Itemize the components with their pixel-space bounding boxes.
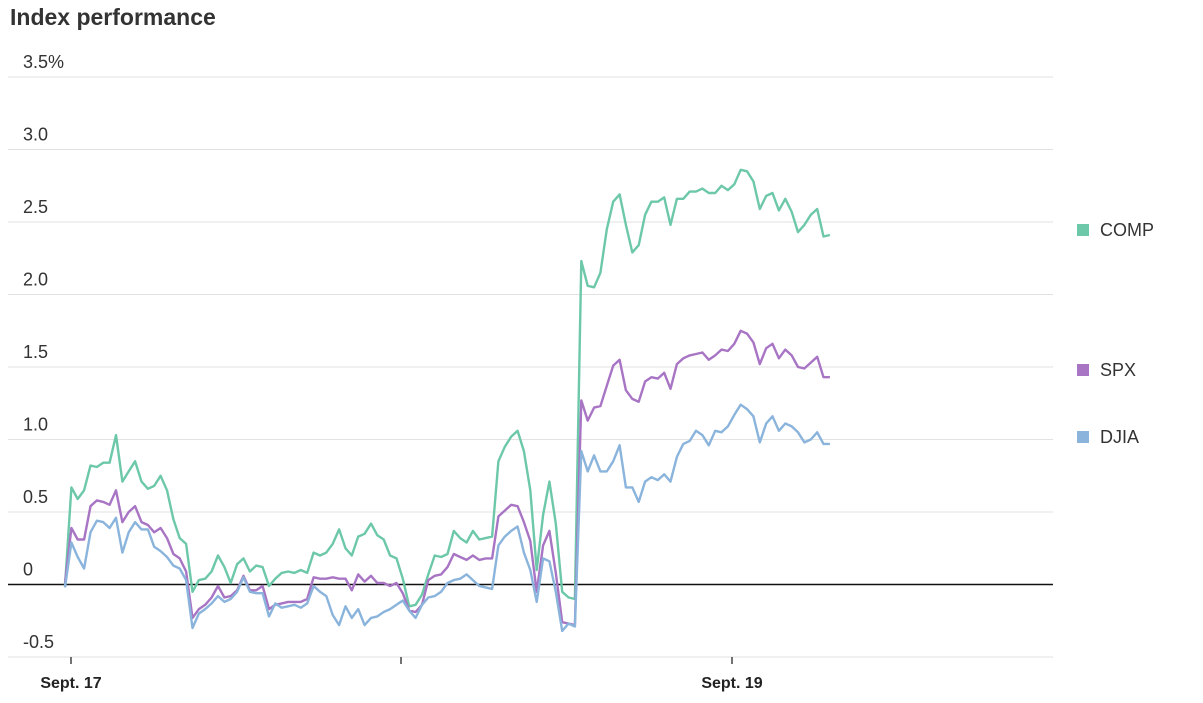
chart-title: Index performance (10, 4, 216, 30)
y-tick-label: 0 (23, 560, 33, 580)
legend-label: COMP (1100, 220, 1154, 240)
series-line-djia (63, 403, 830, 633)
legend-item-djia: DJIA (1077, 427, 1139, 447)
x-tick-label: Sept. 17 (40, 675, 101, 692)
y-tick-label: 3.0 (23, 125, 48, 145)
x-tick-label: Sept. 19 (701, 675, 762, 692)
y-tick-label: 1.0 (23, 415, 48, 435)
x-axis: Sept. 17 Sept. 19 (40, 657, 763, 692)
y-tick-label: 2.5 (23, 197, 48, 217)
y-tick-label: 2.0 (23, 270, 48, 290)
legend-label: DJIA (1100, 427, 1139, 447)
series-lines (63, 168, 831, 633)
y-tick-label: -0.5 (23, 632, 54, 652)
series-line-spx (63, 329, 830, 627)
legend-swatch (1077, 364, 1089, 376)
gridlines (8, 76, 1053, 658)
y-tick-label: 1.5 (23, 342, 48, 362)
y-tick-label: 3.5% (23, 52, 64, 72)
y-tick-label: 0.5 (23, 487, 48, 507)
legend: COMP SPX DJIA (1077, 220, 1154, 447)
legend-swatch (1077, 224, 1089, 236)
legend-item-comp: COMP (1077, 220, 1154, 240)
series-line-comp (63, 168, 831, 608)
legend-label: SPX (1100, 360, 1136, 380)
legend-item-spx: SPX (1077, 360, 1136, 380)
legend-swatch (1077, 431, 1089, 443)
y-axis-ticks: 3.5% 3.0 2.5 2.0 1.5 1.0 0.5 0 -0.5 (23, 52, 64, 652)
